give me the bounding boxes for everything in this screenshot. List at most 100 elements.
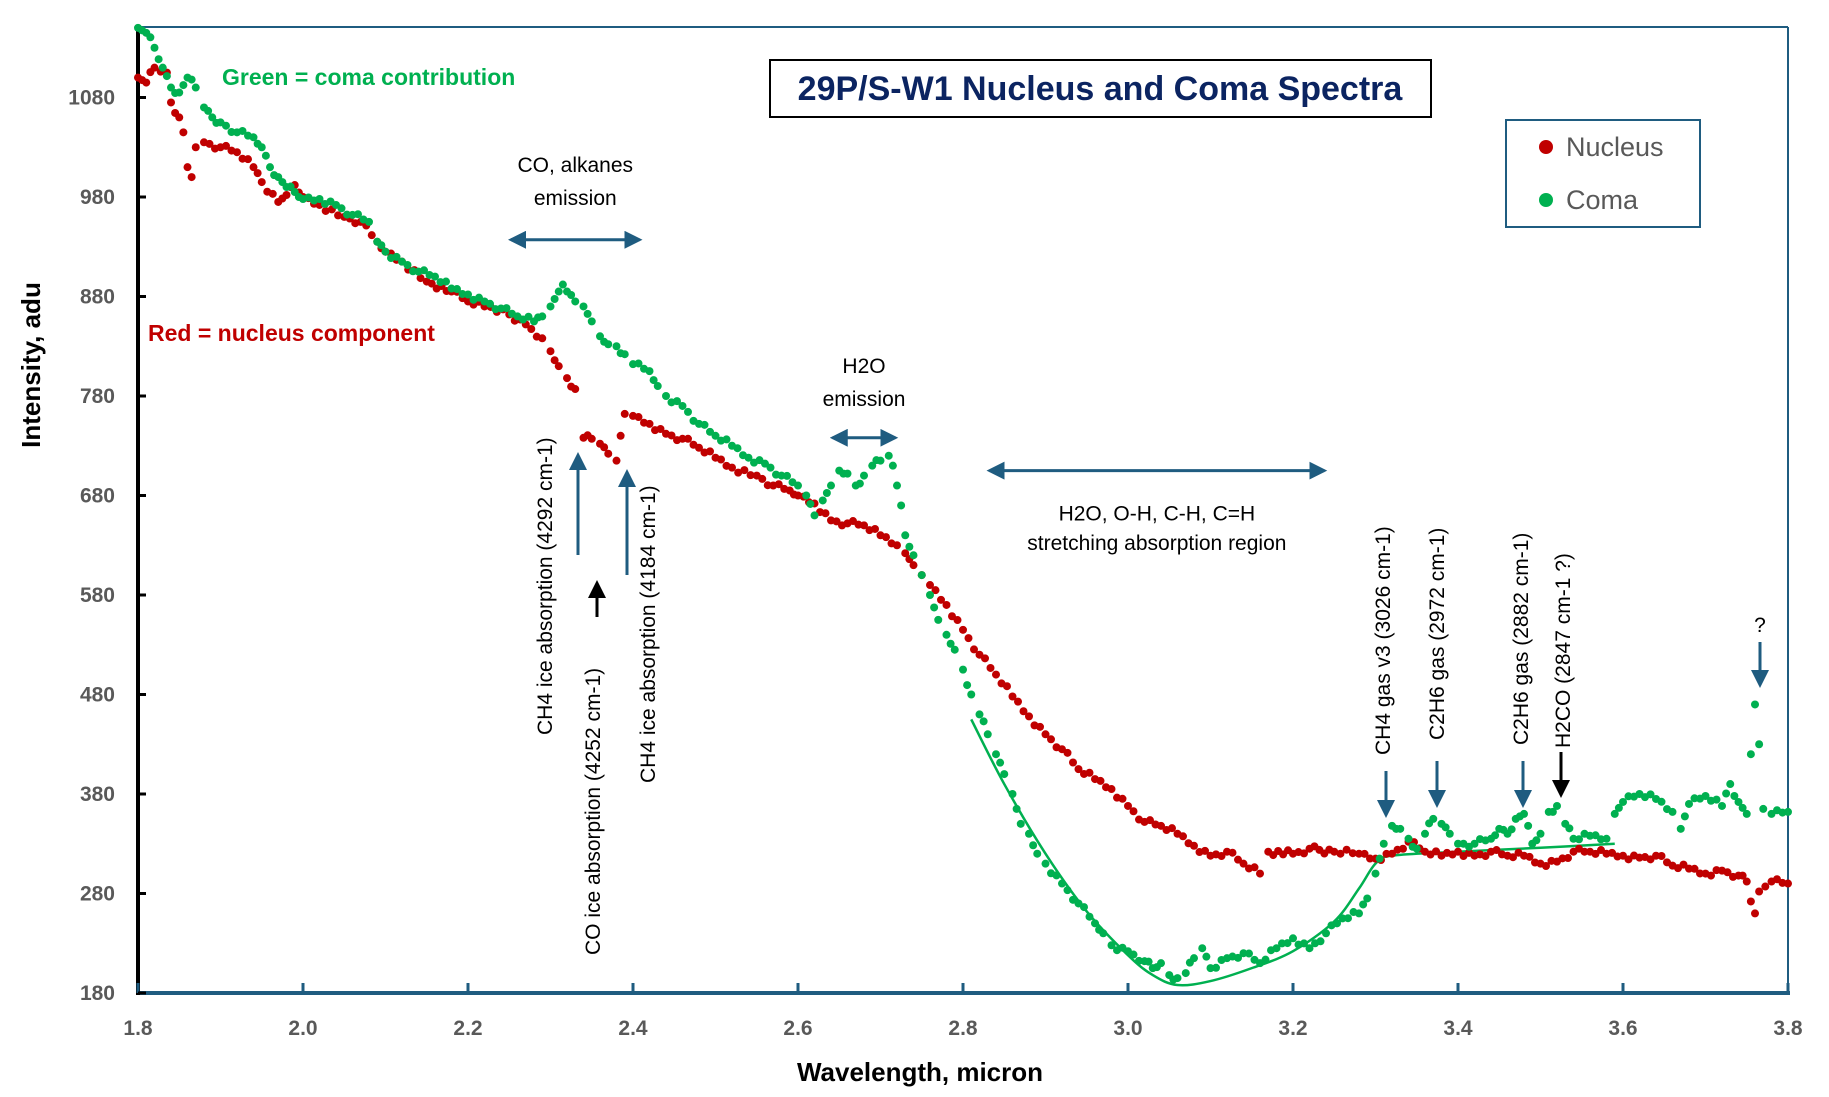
data-point: [179, 128, 188, 137]
data-point: [403, 260, 412, 269]
data-point: [1412, 844, 1421, 853]
data-point: [1168, 824, 1176, 833]
data-point: [1492, 846, 1501, 855]
data-point: [1261, 955, 1270, 964]
data-point: [901, 549, 910, 558]
data-point: [986, 663, 995, 672]
data-point: [546, 347, 555, 356]
data-point: [953, 616, 962, 625]
data-point: [897, 501, 906, 510]
data-point: [802, 491, 811, 500]
data-point: [1399, 844, 1407, 853]
data-point: [167, 83, 175, 92]
data-point: [1536, 829, 1545, 838]
data-point: [711, 431, 720, 440]
legend-box: [1505, 119, 1701, 228]
data-point: [1564, 854, 1572, 863]
legend-marker-coma: [1539, 193, 1553, 207]
data-point: [1289, 934, 1297, 943]
data-point: [367, 231, 376, 240]
data-point: [1784, 807, 1792, 816]
data-point: [930, 603, 939, 612]
data-point: [1619, 797, 1627, 806]
data-point: [1723, 868, 1732, 877]
data-point: [975, 710, 984, 719]
annotation-label: stretching absorption region: [1027, 532, 1286, 555]
data-point: [1532, 836, 1541, 845]
data-point: [656, 424, 665, 433]
data-point: [334, 211, 343, 220]
data-point: [554, 362, 563, 371]
annotation-layer: CO, alkanes emission H2O emission H2O, O-H, …: [508, 154, 1769, 955]
data-point: [1712, 795, 1721, 804]
annotation-label: CH4 ice absorption (4292 cm-1): [534, 437, 557, 735]
data-point: [175, 88, 184, 97]
data-point: [187, 173, 196, 182]
data-point: [645, 419, 654, 428]
data-point: [1755, 887, 1764, 896]
data-point: [146, 33, 155, 42]
data-point: [486, 299, 494, 308]
data-point: [1029, 841, 1038, 850]
data-point: [733, 444, 742, 453]
data-point: [667, 431, 676, 440]
data-point: [1272, 944, 1281, 953]
data-point: [453, 285, 461, 294]
data-point: [909, 561, 918, 570]
annotation-label: ?: [1754, 614, 1766, 637]
annotation-label: emission: [823, 388, 906, 411]
data-point: [1129, 950, 1138, 959]
data-point: [571, 385, 580, 394]
data-point: [222, 141, 230, 150]
data-point: [612, 342, 621, 351]
data-point: [868, 461, 877, 470]
data-point: [950, 645, 959, 654]
data-point: [992, 670, 1000, 679]
data-point: [1360, 849, 1369, 858]
y-tick-label: 480: [80, 684, 115, 707]
x-ticks: 1.8 2.0 2.2 2.4 2.6 2.8 3.0 3.2 3.4 3.6 3.8: [123, 983, 1803, 1040]
data-point: [616, 431, 625, 440]
annotation-ch4-ice-4184: CH4 ice absorption (4184 cm-1): [618, 469, 660, 783]
data-point: [766, 463, 775, 472]
data-point: [1118, 794, 1127, 803]
series-layer: [134, 23, 1792, 984]
data-point: [1746, 750, 1755, 759]
data-point: [1701, 791, 1710, 800]
x-tick-label: 1.8: [123, 1017, 153, 1040]
data-point: [604, 340, 613, 349]
data-point: [1014, 697, 1022, 706]
data-point: [1124, 801, 1132, 810]
data-point: [884, 451, 893, 460]
data-point: [187, 75, 196, 84]
data-point: [1179, 832, 1187, 841]
data-point: [546, 302, 555, 311]
data-point: [268, 189, 277, 198]
data-point: [992, 750, 1000, 759]
data-point: [1738, 871, 1747, 880]
data-point: [871, 524, 879, 533]
data-point: [1348, 849, 1357, 858]
data-point: [205, 139, 214, 148]
data-point: [1069, 758, 1077, 767]
data-point: [1107, 785, 1116, 794]
data-point: [1096, 776, 1105, 785]
data-point: [1019, 707, 1028, 716]
data-point: [1591, 831, 1600, 840]
data-point: [563, 374, 571, 383]
data-point: [1742, 809, 1751, 818]
data-point: [620, 409, 629, 418]
data-point: [158, 63, 167, 72]
x-tick-label: 2.0: [288, 1017, 317, 1040]
annotation-label: CO, alkanes: [517, 154, 633, 177]
data-point: [1190, 954, 1198, 963]
data-point: [1283, 939, 1292, 948]
y-tick-label: 680: [80, 485, 115, 508]
data-point: [502, 304, 511, 313]
data-point: [1761, 882, 1770, 891]
y-tick-label: 1080: [68, 87, 115, 110]
data-point: [1679, 860, 1688, 869]
data-point: [612, 456, 621, 465]
data-point: [354, 210, 362, 219]
data-point: [1470, 839, 1479, 848]
